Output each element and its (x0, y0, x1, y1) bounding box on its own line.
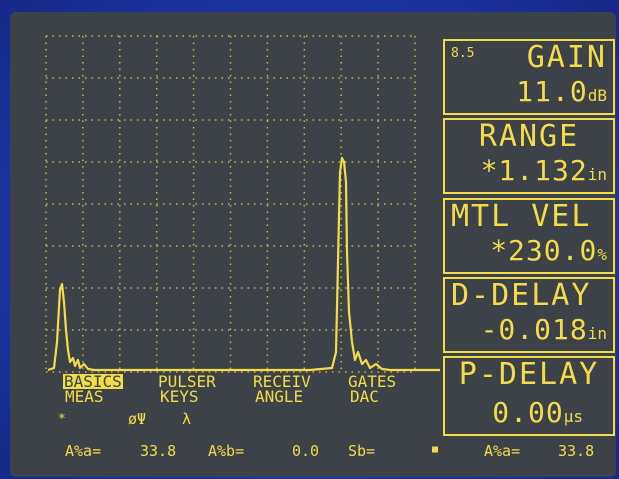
mtl-vel-panel[interactable]: MTL VEL *230.0% (443, 198, 615, 274)
a-scan-waveform (47, 156, 440, 372)
aza-value: 33.8 (140, 442, 177, 460)
p-delay-title: P-DELAY (458, 357, 600, 392)
lambda-indicator: λ (182, 410, 192, 428)
tab-basics-sub-meas[interactable]: MEAS (65, 387, 104, 406)
gain-step: 8.5 (451, 46, 475, 61)
gain-unit: dB (587, 86, 607, 105)
gain-title: GAIN (526, 40, 607, 75)
star-indicator: * (58, 412, 66, 427)
d-delay-unit: in (587, 324, 607, 343)
tab-gates-sub-dac[interactable]: DAC (350, 387, 379, 406)
d-delay-value: -0.018 (480, 313, 588, 346)
tab-receiv-sub-angle[interactable]: ANGLE (255, 387, 304, 406)
d-delay-panel[interactable]: D-DELAY -0.018in (443, 277, 615, 353)
tab-receiv[interactable]: RECEIV (253, 372, 311, 391)
range-value-wrap: *1.132in (481, 156, 607, 190)
graticule-grid (45, 35, 416, 373)
mtl-vel-value: *230.0 (490, 234, 598, 267)
p-delay-panel[interactable]: P-DELAY 0.00µs (443, 356, 615, 436)
tab-gates[interactable]: GATES (348, 372, 397, 391)
p-delay-unit: µs (563, 407, 583, 426)
gain-value: 11.0 (516, 75, 588, 108)
p-delay-value-wrap: 0.00µs (492, 398, 583, 432)
phase-indicator: øΨ (128, 410, 147, 428)
tab-pulser-sub-keys[interactable]: KEYS (160, 387, 199, 406)
mtl-vel-value-wrap: *230.0% (490, 236, 607, 270)
range-panel[interactable]: RANGE *1.132in (443, 118, 615, 194)
azb-value: 0.0 (292, 442, 320, 460)
aza-label: A%a= (65, 442, 102, 460)
status-marker: ■ (432, 444, 439, 455)
gain-panel[interactable]: 8.5 GAIN 11.0dB (443, 39, 615, 115)
a-scan-display (45, 35, 440, 373)
range-unit: in (587, 165, 607, 184)
mtl-vel-unit: % (597, 245, 607, 264)
gain-value-wrap: 11.0dB (516, 77, 607, 111)
tab-pulser[interactable]: PULSER (158, 372, 216, 391)
sb-label: Sb= (348, 442, 376, 460)
mtl-vel-title: MTL VEL (451, 199, 592, 234)
d-delay-value-wrap: -0.018in (481, 315, 607, 349)
p-delay-value: 0.00 (492, 396, 564, 429)
flaw-detector-screen: 8.5 GAIN 11.0dB RANGE *1.132in MTL VEL *… (10, 12, 616, 477)
aza-right-label: A%a= (484, 442, 521, 460)
tab-basics[interactable]: BASICS (63, 372, 123, 391)
range-title: RANGE (478, 119, 580, 154)
aza-right-value: 33.8 (558, 442, 595, 460)
d-delay-title: D-DELAY (451, 278, 592, 313)
azb-label: A%b= (208, 442, 245, 460)
range-value: *1.132 (480, 154, 588, 187)
